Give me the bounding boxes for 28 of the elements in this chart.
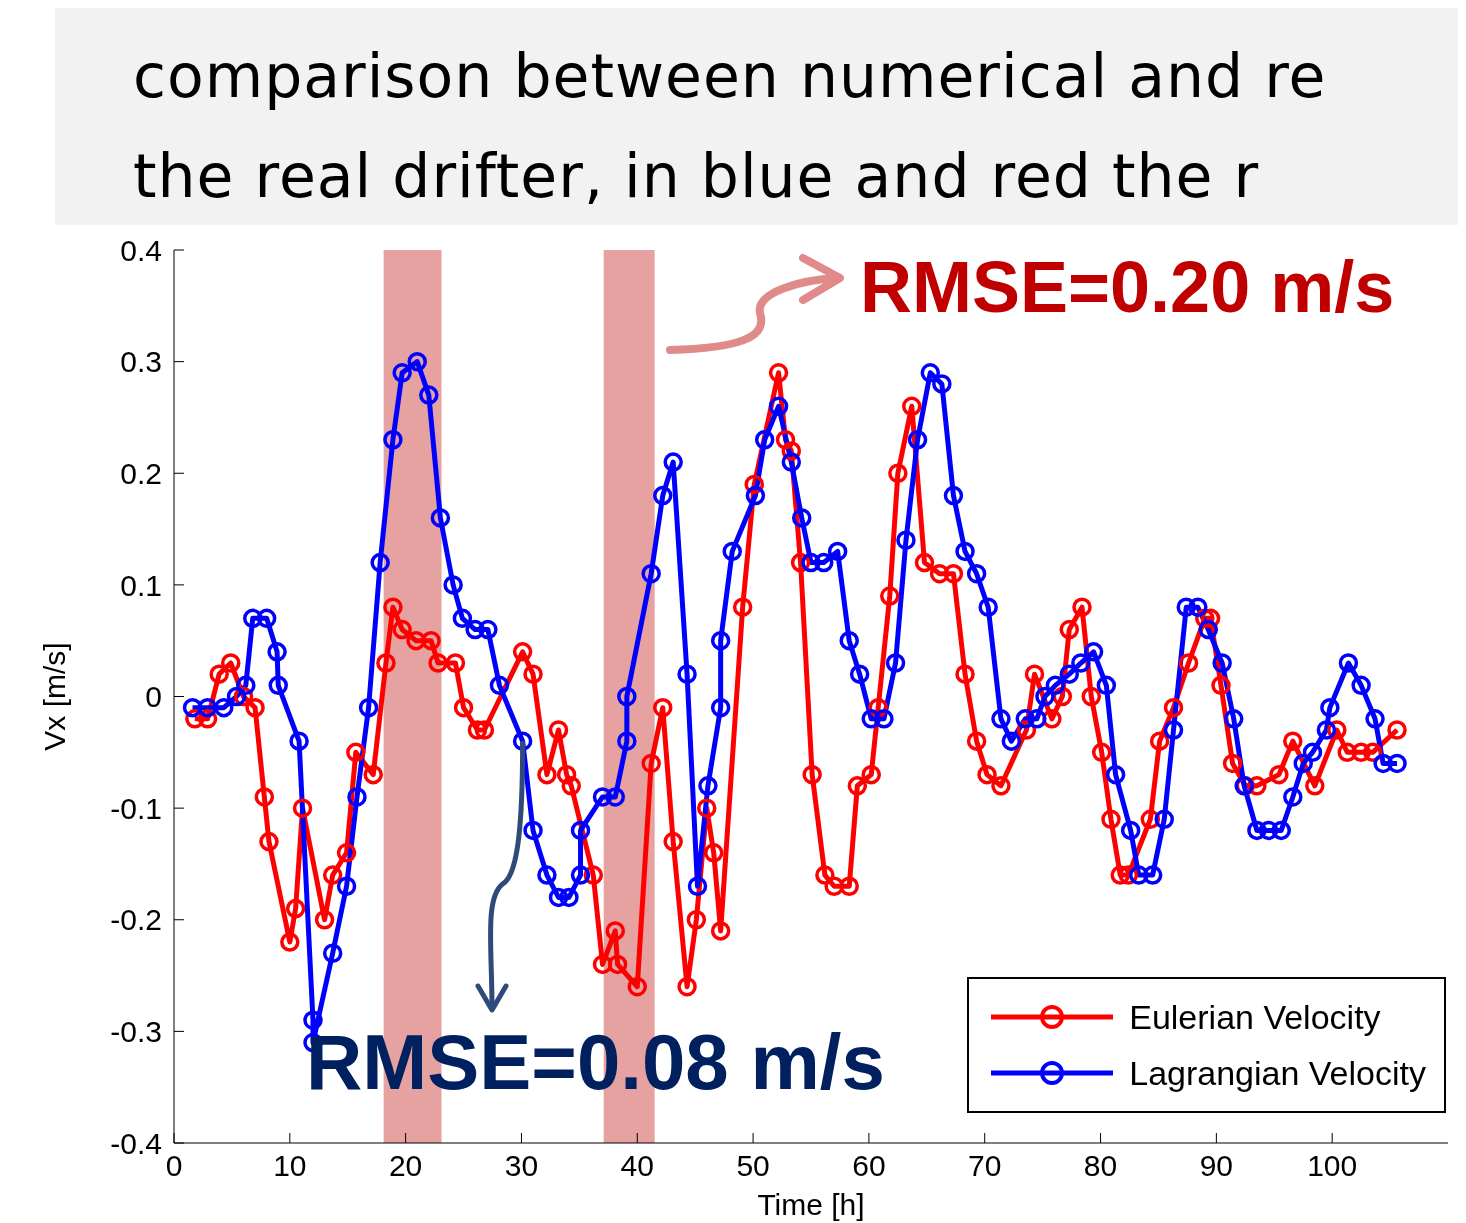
y-tick-label: -0.2	[110, 903, 162, 937]
x-tick-label: 60	[852, 1149, 886, 1183]
legend-label: Eulerian Velocity	[1129, 997, 1381, 1037]
x-tick-label: 10	[273, 1149, 307, 1183]
x-axis-title: Time [h]	[757, 1188, 865, 1221]
x-tick-label: 20	[388, 1149, 423, 1183]
x-tick-label: 80	[1083, 1149, 1118, 1183]
x-tick-label: 70	[968, 1149, 1002, 1183]
y-axis-title: Vx [m/s]	[37, 642, 71, 751]
y-tick-label: -0.3	[110, 1015, 162, 1049]
x-tick-label: 0	[165, 1149, 183, 1183]
x-tick-label: 50	[736, 1149, 770, 1183]
chart-subtitle: the real drifter, in blue and red the r	[133, 141, 1260, 211]
annotation: RMSE=0.20 m/s	[860, 247, 1395, 327]
x-tick-label: 30	[504, 1149, 539, 1183]
y-tick-label: -0.1	[110, 791, 162, 825]
y-tick-label: 0.1	[120, 568, 162, 602]
y-tick-label: 0.2	[120, 456, 162, 490]
x-tick-label: 40	[620, 1149, 654, 1183]
x-tick-label: 90	[1199, 1149, 1234, 1183]
chart-title: comparison between numerical and re	[133, 41, 1327, 111]
annotation: RMSE=0.08 m/s	[306, 1018, 885, 1106]
y-tick-label: 0.3	[120, 345, 162, 379]
y-tick-label: -0.4	[110, 1126, 162, 1160]
x-tick-label: 100	[1307, 1149, 1358, 1183]
legend-label: Lagrangian Velocity	[1129, 1053, 1426, 1093]
y-tick-label: 0	[145, 680, 162, 714]
y-tick-label: 0.4	[120, 233, 162, 267]
